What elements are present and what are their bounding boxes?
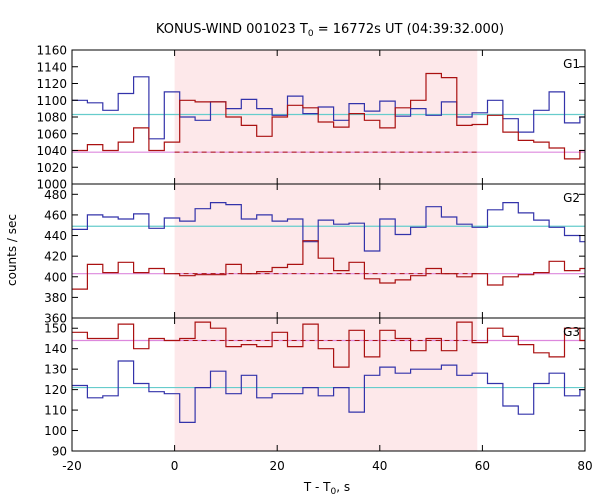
blue-series xyxy=(72,360,585,423)
y-tick-label: 120 xyxy=(44,383,67,397)
y-tick-label: 1160 xyxy=(36,44,67,58)
y-tick-label: 460 xyxy=(44,208,67,222)
x-tick-label: 60 xyxy=(475,459,490,473)
red-series xyxy=(72,72,585,160)
y-tick-label: 1040 xyxy=(36,144,67,158)
x-tick-label: 20 xyxy=(270,459,285,473)
blue-series xyxy=(72,202,585,252)
y-tick-label: 400 xyxy=(44,270,67,284)
y-tick-label: 1000 xyxy=(36,178,67,192)
x-tick-label: 40 xyxy=(372,459,387,473)
panel-label: G1 xyxy=(563,57,580,71)
red-series xyxy=(72,321,585,368)
panel-frame xyxy=(71,317,586,452)
y-tick-label: 90 xyxy=(52,445,67,459)
y-tick-label: 420 xyxy=(44,250,67,264)
x-axis-label: T - T0, s xyxy=(303,480,350,497)
chart-title: KONUS-WIND 001023 T0 = 16772s UT (04:39:… xyxy=(156,22,504,39)
red-series xyxy=(72,240,585,290)
y-tick-label: 360 xyxy=(44,312,67,326)
y-tick-label: 380 xyxy=(44,291,67,305)
y-tick-label: 440 xyxy=(44,229,67,243)
y-tick-label: 140 xyxy=(44,342,67,356)
panel-label: G3 xyxy=(563,325,580,339)
highlight-interval xyxy=(174,50,478,451)
y-axis-label: counts / sec xyxy=(5,214,19,286)
x-tick-label: 0 xyxy=(171,459,179,473)
y-tick-label: 1120 xyxy=(36,77,67,91)
plot-layer: 100010201040106010801100112011401160G136… xyxy=(36,44,592,474)
y-tick-label: 1100 xyxy=(36,94,67,108)
y-tick-label: 1140 xyxy=(36,60,67,74)
x-tick-label: -20 xyxy=(62,459,82,473)
panel-g2: 360 380 400 420 440 460 480 G2 xyxy=(44,183,586,326)
x-tick-label: 80 xyxy=(577,459,592,473)
y-tick-label: 1060 xyxy=(36,127,67,141)
y-tick-label: 110 xyxy=(44,404,67,418)
panel-g3: 90 100 110 120 130 140 150 G3 xyxy=(44,317,586,459)
y-tick-label: 150 xyxy=(44,322,67,336)
y-tick-label: 100 xyxy=(44,424,67,438)
panel-label: G2 xyxy=(563,191,580,205)
y-tick-label: 480 xyxy=(44,188,67,202)
y-tick-label: 1080 xyxy=(36,111,67,125)
y-tick-label: 1020 xyxy=(36,161,67,175)
y-tick-label: 130 xyxy=(44,363,67,377)
